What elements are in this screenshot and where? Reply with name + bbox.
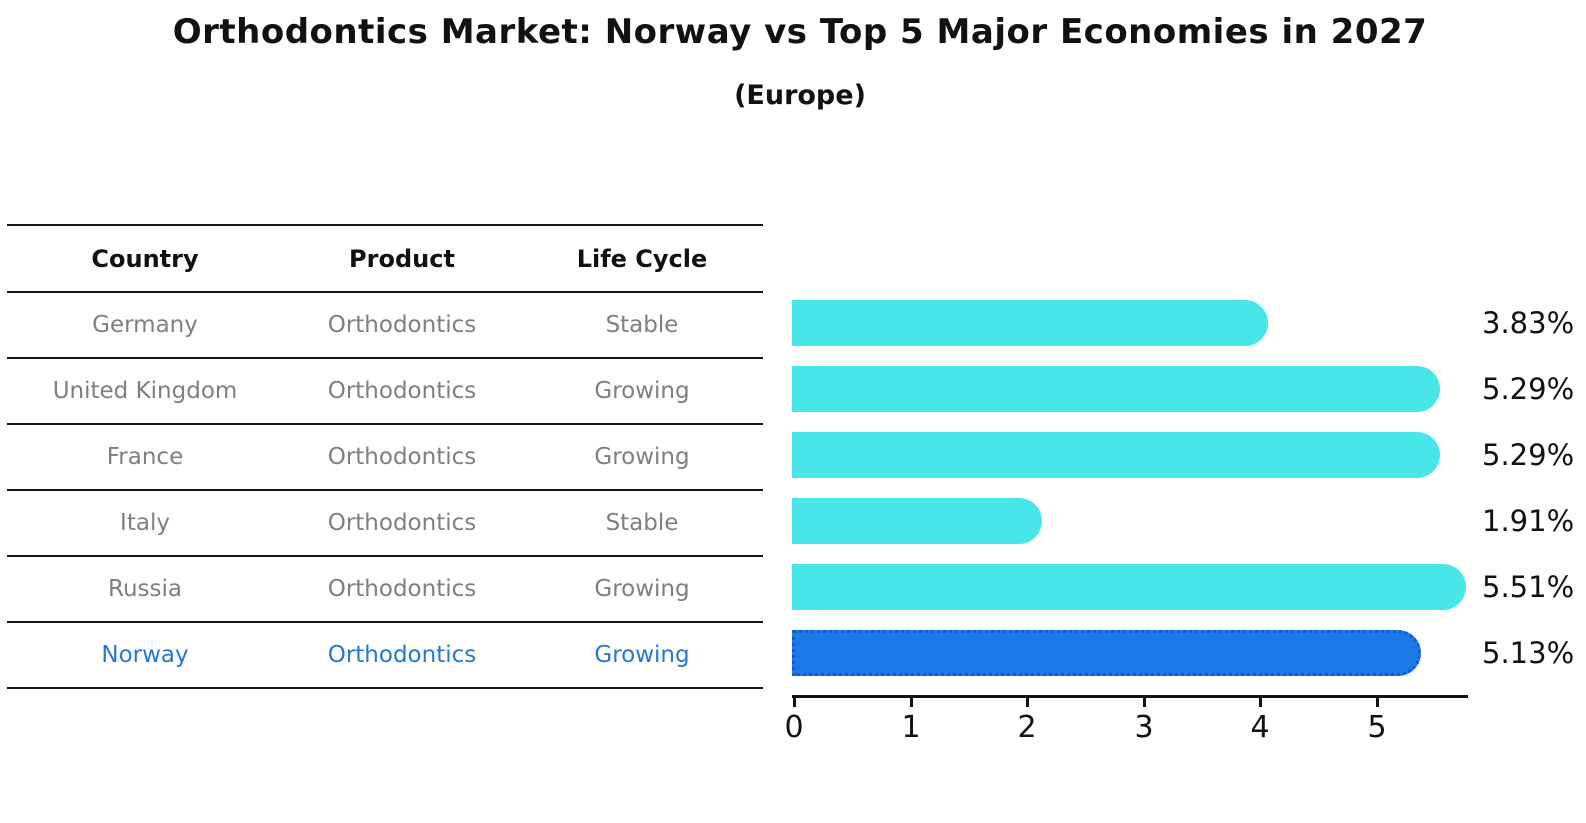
bar-highlight-norway bbox=[792, 630, 1421, 676]
table-header-row: Country Product Life Cycle bbox=[7, 226, 763, 293]
table-cell-life-cycle: Stable bbox=[605, 312, 679, 338]
chart-subtitle: (Europe) bbox=[734, 80, 866, 111]
column-header-country: Country bbox=[91, 244, 199, 273]
table-cell-product: Orthodontics bbox=[327, 444, 477, 470]
x-tick-label: 3 bbox=[1134, 710, 1154, 745]
table-row: United Kingdom Orthodontics Growing bbox=[7, 359, 763, 425]
table-row: Germany Orthodontics Stable bbox=[7, 293, 763, 359]
table-cell-product: Orthodontics bbox=[327, 642, 477, 668]
table-cell-life-cycle: Stable bbox=[605, 510, 679, 536]
bar-value-label: 5.29% bbox=[1482, 372, 1575, 406]
x-tick-mark bbox=[910, 697, 913, 707]
table-body: Germany Orthodontics Stable United Kingdom O… bbox=[7, 293, 763, 689]
table-row: France Orthodontics Growing bbox=[7, 425, 763, 491]
table-cell-country: Norway bbox=[101, 642, 189, 668]
table-cell-country: Germany bbox=[92, 312, 198, 338]
table-row: Norway Orthodontics Growing bbox=[7, 623, 763, 689]
table-row: Russia Orthodontics Growing bbox=[7, 557, 763, 623]
bar-value-label: 5.29% bbox=[1482, 438, 1575, 472]
x-tick-mark bbox=[1259, 697, 1262, 707]
table-cell-product: Orthodontics bbox=[327, 510, 477, 536]
column-header-life-cycle: Life Cycle bbox=[576, 244, 708, 273]
x-tick-mark bbox=[1143, 697, 1146, 707]
bar-germany bbox=[792, 300, 1268, 346]
table-cell-product: Orthodontics bbox=[327, 312, 477, 338]
table-cell-life-cycle: Growing bbox=[594, 378, 690, 404]
table-cell-country: United Kingdom bbox=[52, 378, 238, 404]
column-header-product: Product bbox=[349, 244, 455, 273]
table-cell-country: Russia bbox=[108, 576, 182, 602]
x-tick-label: 5 bbox=[1367, 710, 1387, 745]
bar-italy bbox=[792, 498, 1042, 544]
x-tick-mark bbox=[1026, 697, 1029, 707]
bar-value-label: 5.51% bbox=[1482, 570, 1575, 604]
bar-value-label: 3.83% bbox=[1482, 306, 1575, 340]
bar-united-kingdom bbox=[792, 366, 1440, 412]
table-cell-country: Italy bbox=[120, 510, 170, 536]
bar-value-label: 5.13% bbox=[1482, 636, 1575, 670]
table-cell-product: Orthodontics bbox=[327, 378, 477, 404]
x-tick-label: 0 bbox=[784, 710, 804, 745]
table-row: Italy Orthodontics Stable bbox=[7, 491, 763, 557]
bar-value-label: 1.91% bbox=[1482, 504, 1575, 538]
x-axis-line bbox=[792, 695, 1468, 698]
table-cell-country: France bbox=[106, 444, 184, 470]
table-cell-product: Orthodontics bbox=[327, 576, 477, 602]
chart-title: Orthodontics Market: Norway vs Top 5 Maj… bbox=[172, 12, 1428, 52]
table-cell-life-cycle: Growing bbox=[594, 444, 690, 470]
table-cell-life-cycle: Growing bbox=[594, 576, 690, 602]
country-table: Country Product Life Cycle Germany Orthod… bbox=[7, 224, 763, 689]
x-tick-label: 4 bbox=[1250, 710, 1270, 745]
table-cell-life-cycle: Growing bbox=[594, 642, 690, 668]
bar-france bbox=[792, 432, 1440, 478]
x-tick-label: 2 bbox=[1017, 710, 1037, 745]
x-tick-label: 1 bbox=[901, 710, 921, 745]
x-tick-mark bbox=[793, 697, 796, 707]
bar-russia bbox=[792, 564, 1466, 610]
x-tick-mark bbox=[1376, 697, 1379, 707]
